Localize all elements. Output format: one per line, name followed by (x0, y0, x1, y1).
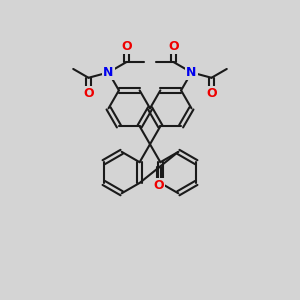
Text: O: O (206, 87, 217, 100)
Text: O: O (154, 178, 164, 191)
Text: O: O (83, 87, 94, 100)
Text: O: O (168, 40, 179, 53)
Text: O: O (121, 40, 132, 53)
Text: N: N (186, 66, 197, 79)
Text: N: N (103, 66, 114, 79)
